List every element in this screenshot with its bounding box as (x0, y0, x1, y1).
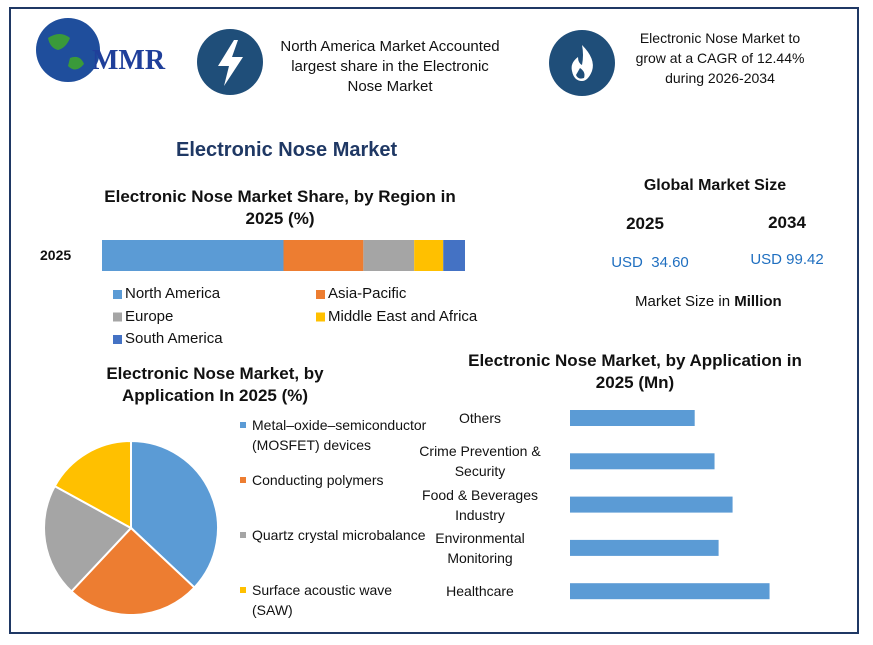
highlight: Electronic Nose Market to grow at a CAGR… (635, 30, 805, 86)
legend-label: Europe (125, 307, 174, 325)
pie-slice (70, 526, 196, 616)
size-unit: Million (734, 293, 782, 310)
bar (570, 583, 770, 600)
chart-title: Electronic Nose Market Share, by Region … (104, 187, 456, 228)
category-label: 2025 (40, 247, 72, 263)
legend-swatch (240, 477, 246, 483)
legend-label: South America (125, 330, 223, 347)
bar-segment (363, 240, 415, 271)
legend-label: North America (125, 285, 221, 302)
frame (9, 7, 859, 634)
legend-label: Quartz crystal microbalance (252, 527, 426, 543)
bar-segment (414, 240, 444, 271)
size-year: 2025 (626, 214, 664, 233)
size-title: Global Market Size (643, 177, 787, 194)
bar-segment (102, 240, 284, 271)
pie-slice (43, 484, 133, 593)
bar-segment (443, 240, 465, 271)
size-value: USD 34.60 (611, 254, 689, 271)
icon-bolt (218, 40, 243, 86)
pie-slice (130, 439, 219, 589)
legend-swatch (316, 312, 325, 322)
logo-land (48, 34, 84, 70)
bar-segment (283, 240, 364, 271)
category-label: Healthcare (446, 583, 514, 600)
size-value: USD 99.42 (750, 251, 824, 268)
legend-swatch (240, 587, 246, 593)
main-title: Electronic Nose Market (176, 139, 398, 161)
size-note-text: Market Size in (635, 293, 731, 310)
logo-globe (36, 18, 100, 82)
icon-circle (549, 30, 615, 96)
icon-flame (571, 45, 593, 81)
category-label: Crime Prevention & Security (419, 443, 541, 480)
bar (570, 410, 695, 426)
chart-title: Electronic Nose Market, by Application i… (468, 351, 802, 392)
bar (570, 539, 719, 556)
pie-slice (53, 439, 132, 530)
highlight: North America Market Accounted largest s… (280, 38, 500, 95)
legend-swatch (316, 290, 325, 299)
legend-label: Conducting polymers (252, 472, 384, 488)
legend-label: Surface acoustic wave (SAW) (252, 582, 393, 618)
category-label: Food & Beverages Industry (422, 486, 538, 523)
icon-flame-inner (576, 68, 585, 79)
logo-text: MMR (92, 45, 166, 76)
legend-swatch (240, 422, 246, 428)
legend-label: Metal–oxide–semiconductor (MOSFET) devic… (252, 417, 427, 453)
legend-label: Middle East and Africa (328, 307, 478, 325)
legend-swatch (113, 290, 122, 299)
size-note: Market Size in Million (635, 292, 782, 312)
size-year: 2034 (768, 213, 806, 232)
legend-swatch (113, 312, 122, 322)
category-label: Others (458, 410, 501, 426)
legend-swatch (240, 532, 246, 538)
bar (570, 496, 733, 513)
legend-label: Asia-Pacific (328, 285, 407, 302)
chart-title: Electronic Nose Market, by Application I… (106, 364, 324, 405)
legend-swatch (113, 335, 122, 344)
category-label: Environmental Monitoring (435, 529, 525, 566)
bar (570, 453, 715, 470)
